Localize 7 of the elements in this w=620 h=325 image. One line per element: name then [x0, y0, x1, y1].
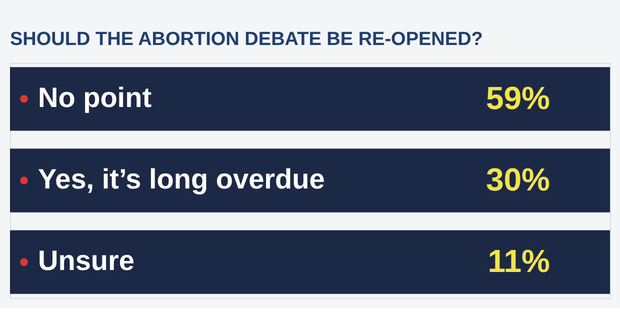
data-label: 59% [486, 80, 550, 116]
category-label: Unsure [38, 245, 134, 276]
data-label: 30% [486, 162, 550, 198]
data-label: 11% [488, 243, 550, 280]
category-label: No point [38, 82, 152, 113]
category-label: Yes, it’s long overdue [38, 164, 325, 194]
text: SHOULD THE ABORTION DEBATE BE RE-OPENED? [10, 29, 483, 50]
